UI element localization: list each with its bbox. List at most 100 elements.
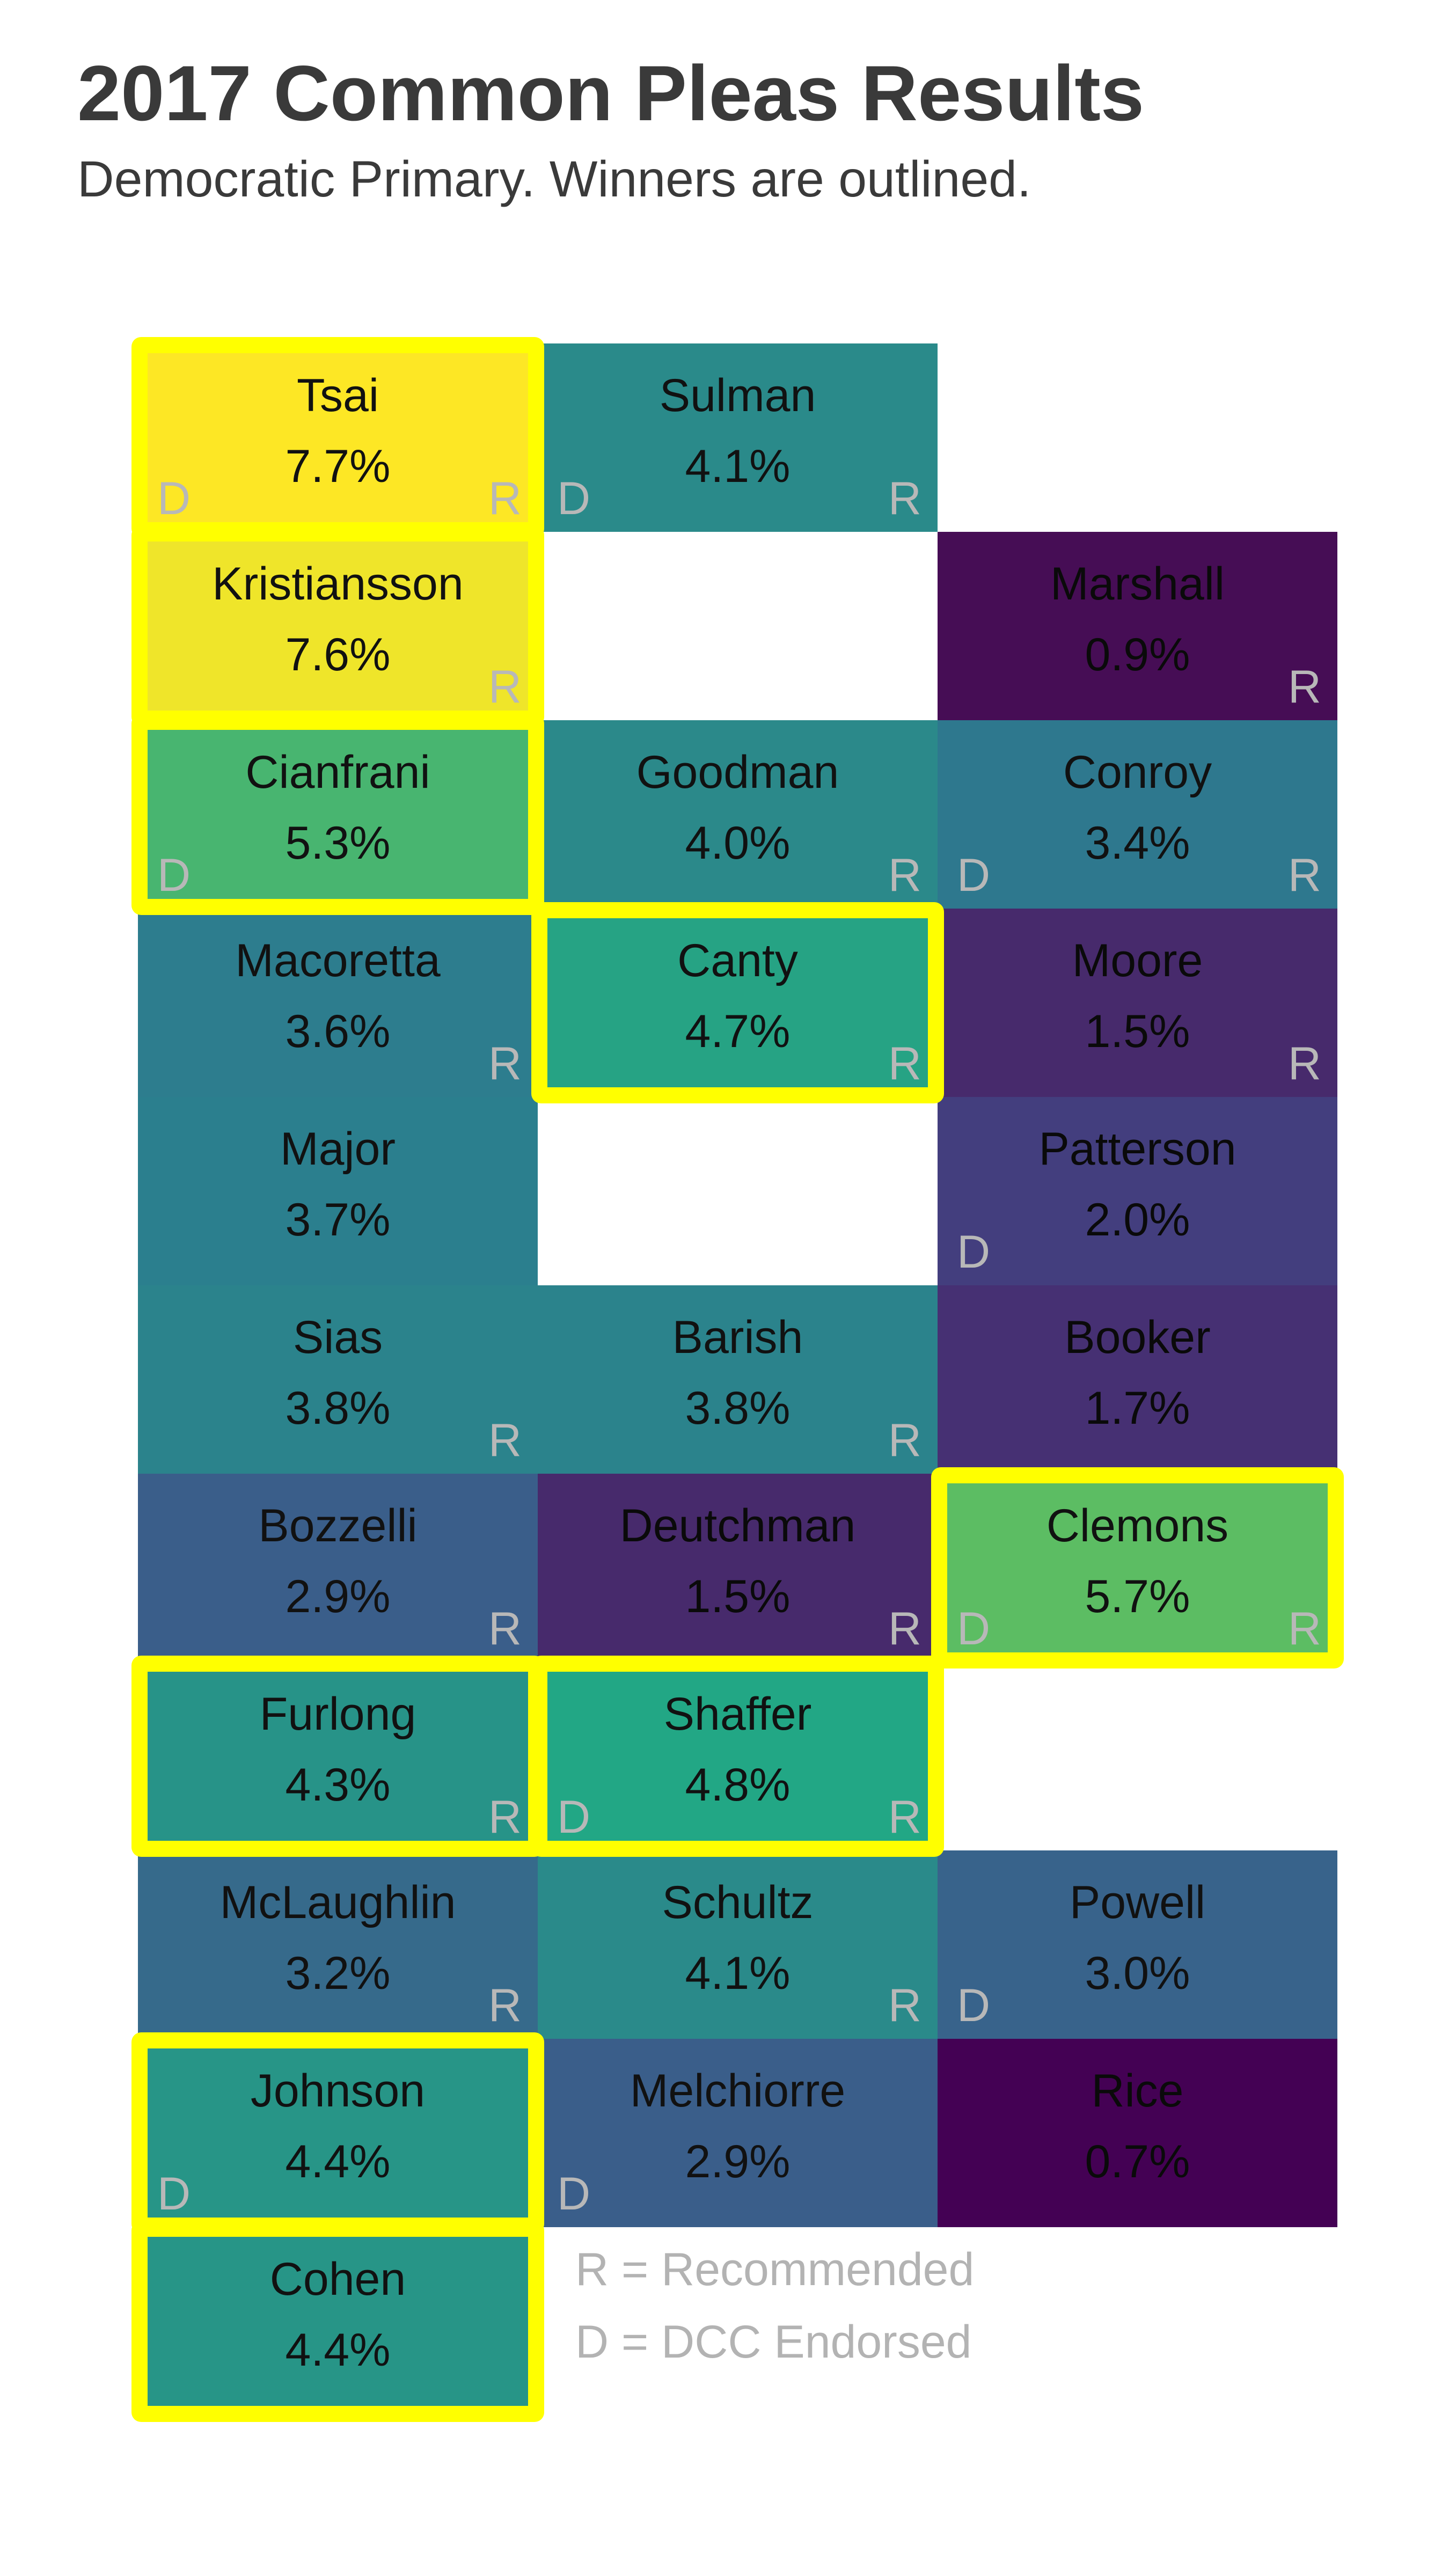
candidate-percent: 2.9% bbox=[685, 2136, 791, 2187]
winner-outline-clemons bbox=[931, 1467, 1344, 1668]
candidate-percent: 4.0% bbox=[685, 817, 791, 869]
candidate-tile-barish: Barish 3.8% R bbox=[538, 1285, 938, 1474]
chart-title: 2017 Common Pleas Results bbox=[77, 49, 1145, 137]
candidate-tile-deutchman: Deutchman 1.5% R bbox=[538, 1474, 938, 1662]
dcc-endorsed-flag: D bbox=[557, 473, 591, 524]
legend-dcc-endorsed: D = DCC Endorsed bbox=[575, 2316, 972, 2368]
candidate-name: Clemons bbox=[1046, 1500, 1229, 1552]
recommended-flag: R bbox=[888, 1603, 921, 1655]
candidate-name: Rice bbox=[1091, 2065, 1184, 2117]
recommended-flag: R bbox=[888, 1980, 921, 2031]
candidate-tile-shaffer: Shaffer 4.8% D R bbox=[538, 1662, 938, 1850]
candidate-tile-goodman: Goodman 4.0% R bbox=[538, 720, 938, 909]
candidate-tile-booker: Booker 1.7% bbox=[938, 1285, 1337, 1474]
dcc-endorsed-flag: D bbox=[157, 2168, 191, 2220]
candidate-percent: 4.3% bbox=[285, 1759, 391, 1811]
winner-outline-cohen bbox=[131, 2221, 544, 2422]
candidate-percent: 0.9% bbox=[1085, 629, 1190, 680]
candidate-percent: 5.7% bbox=[1085, 1571, 1190, 1622]
candidate-name: Canty bbox=[677, 935, 798, 986]
winner-outline-johnson bbox=[131, 2032, 544, 2234]
candidate-percent: 3.6% bbox=[285, 1006, 391, 1057]
recommended-flag: R bbox=[488, 1980, 522, 2031]
candidate-tile-moore: Moore 1.5% R bbox=[938, 909, 1337, 1097]
candidate-tile-bozzelli: Bozzelli 2.9% R bbox=[138, 1474, 538, 1662]
recommended-flag: R bbox=[1287, 1603, 1321, 1655]
candidate-percent: 4.4% bbox=[285, 2324, 391, 2376]
dcc-endorsed-flag: D bbox=[157, 850, 191, 901]
candidate-percent: 3.8% bbox=[285, 1382, 391, 1434]
candidate-percent: 4.1% bbox=[685, 441, 791, 492]
winner-outline-canty bbox=[531, 902, 944, 1103]
chart-subtitle: Democratic Primary. Winners are outlined… bbox=[77, 151, 1031, 208]
candidate-name: Tsai bbox=[297, 370, 379, 421]
legend-recommended: R = Recommended bbox=[575, 2244, 975, 2295]
candidate-name: Cohen bbox=[269, 2253, 406, 2305]
recommended-flag: R bbox=[488, 1415, 522, 1466]
recommended-flag: R bbox=[888, 1038, 921, 1089]
candidate-tile-tsai: Tsai 7.7% D R bbox=[138, 343, 538, 532]
candidate-name: Cianfrani bbox=[245, 747, 430, 798]
candidate-name: Deutchman bbox=[619, 1500, 856, 1552]
candidate-name: McLaughlin bbox=[219, 1877, 456, 1928]
candidate-name: Barish bbox=[672, 1312, 803, 1363]
candidate-tile-mclaughlin: McLaughlin 3.2% R bbox=[138, 1850, 538, 2039]
candidate-name: Powell bbox=[1069, 1877, 1206, 1928]
candidate-percent: 4.8% bbox=[685, 1759, 791, 1811]
candidate-name: Major bbox=[280, 1123, 396, 1175]
candidate-tile-powell: Powell 3.0% D bbox=[938, 1850, 1337, 2039]
candidate-tile-rice: Rice 0.7% bbox=[938, 2039, 1337, 2227]
candidate-tile-sulman: Sulman 4.1% D R bbox=[538, 343, 938, 532]
candidate-percent: 0.7% bbox=[1085, 2136, 1190, 2187]
candidate-name: Bozzelli bbox=[258, 1500, 418, 1552]
candidate-name: Sias bbox=[292, 1312, 383, 1363]
candidate-name: Conroy bbox=[1063, 747, 1212, 798]
winner-outline-kristiansson bbox=[131, 525, 544, 727]
recommended-flag: R bbox=[1287, 1038, 1321, 1089]
candidate-percent: 3.7% bbox=[285, 1194, 391, 1246]
candidate-tile-sias: Sias 3.8% R bbox=[138, 1285, 538, 1474]
dcc-endorsed-flag: D bbox=[957, 1980, 991, 2031]
candidate-tile-macoretta: Macoretta 3.6% R bbox=[138, 909, 538, 1097]
candidate-name: Johnson bbox=[250, 2065, 426, 2117]
candidate-tile-cohen: Cohen 4.4% bbox=[138, 2227, 538, 2416]
dcc-endorsed-flag: D bbox=[557, 1791, 591, 1843]
recommended-flag: R bbox=[488, 1038, 522, 1089]
candidate-name: Furlong bbox=[259, 1688, 416, 1740]
candidate-tile-conroy: Conroy 3.4% D R bbox=[938, 720, 1337, 909]
candidate-name: Goodman bbox=[636, 747, 839, 798]
candidate-tile-melchiorre: Melchiorre 2.9% D bbox=[538, 2039, 938, 2227]
candidate-percent: 2.0% bbox=[1085, 1194, 1190, 1246]
recommended-flag: R bbox=[888, 1791, 921, 1843]
winner-outline-cianfrani bbox=[131, 714, 544, 915]
candidate-name: Marshall bbox=[1050, 558, 1225, 610]
candidate-name: Schultz bbox=[662, 1877, 814, 1928]
candidate-percent: 4.4% bbox=[285, 2136, 391, 2187]
candidate-percent: 3.2% bbox=[285, 1948, 391, 1999]
recommended-flag: R bbox=[488, 473, 522, 524]
candidate-tile-major: Major 3.7% bbox=[138, 1097, 538, 1285]
dcc-endorsed-flag: D bbox=[957, 850, 991, 901]
candidate-name: Moore bbox=[1072, 935, 1203, 986]
candidate-name: Kristiansson bbox=[212, 558, 464, 610]
candidate-percent: 7.6% bbox=[285, 629, 391, 680]
candidate-tile-kristiansson: Kristiansson 7.6% R bbox=[138, 532, 538, 720]
candidate-percent: 7.7% bbox=[285, 441, 391, 492]
candidate-name: Shaffer bbox=[663, 1688, 812, 1740]
candidate-percent: 4.1% bbox=[685, 1948, 791, 1999]
candidate-percent: 1.5% bbox=[685, 1571, 791, 1622]
candidate-percent: 2.9% bbox=[285, 1571, 391, 1622]
candidate-tile-johnson: Johnson 4.4% D bbox=[138, 2039, 538, 2227]
candidate-tile-furlong: Furlong 4.3% R bbox=[138, 1662, 538, 1850]
candidate-tile-marshall: Marshall 0.9% R bbox=[938, 532, 1337, 720]
candidate-name: Patterson bbox=[1038, 1123, 1236, 1175]
winner-outline-shaffer bbox=[531, 1656, 944, 1857]
candidate-percent: 5.3% bbox=[285, 817, 391, 869]
candidate-percent: 1.5% bbox=[1085, 1006, 1190, 1057]
winner-outline-tsai bbox=[131, 337, 544, 538]
candidate-name: Booker bbox=[1064, 1312, 1211, 1363]
candidate-name: Sulman bbox=[659, 370, 816, 421]
candidate-tile-patterson: Patterson 2.0% D bbox=[938, 1097, 1337, 1285]
candidate-tile-canty: Canty 4.7% R bbox=[538, 909, 938, 1097]
winner-outline-furlong bbox=[131, 1656, 544, 1857]
